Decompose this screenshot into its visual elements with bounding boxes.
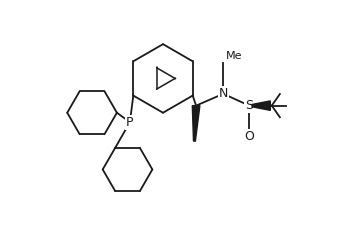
Text: S: S (245, 99, 253, 112)
Text: N: N (219, 87, 228, 100)
Text: P: P (126, 116, 134, 129)
Text: O: O (244, 130, 254, 143)
Polygon shape (252, 101, 270, 110)
Text: Me: Me (226, 51, 243, 61)
Polygon shape (192, 106, 200, 141)
